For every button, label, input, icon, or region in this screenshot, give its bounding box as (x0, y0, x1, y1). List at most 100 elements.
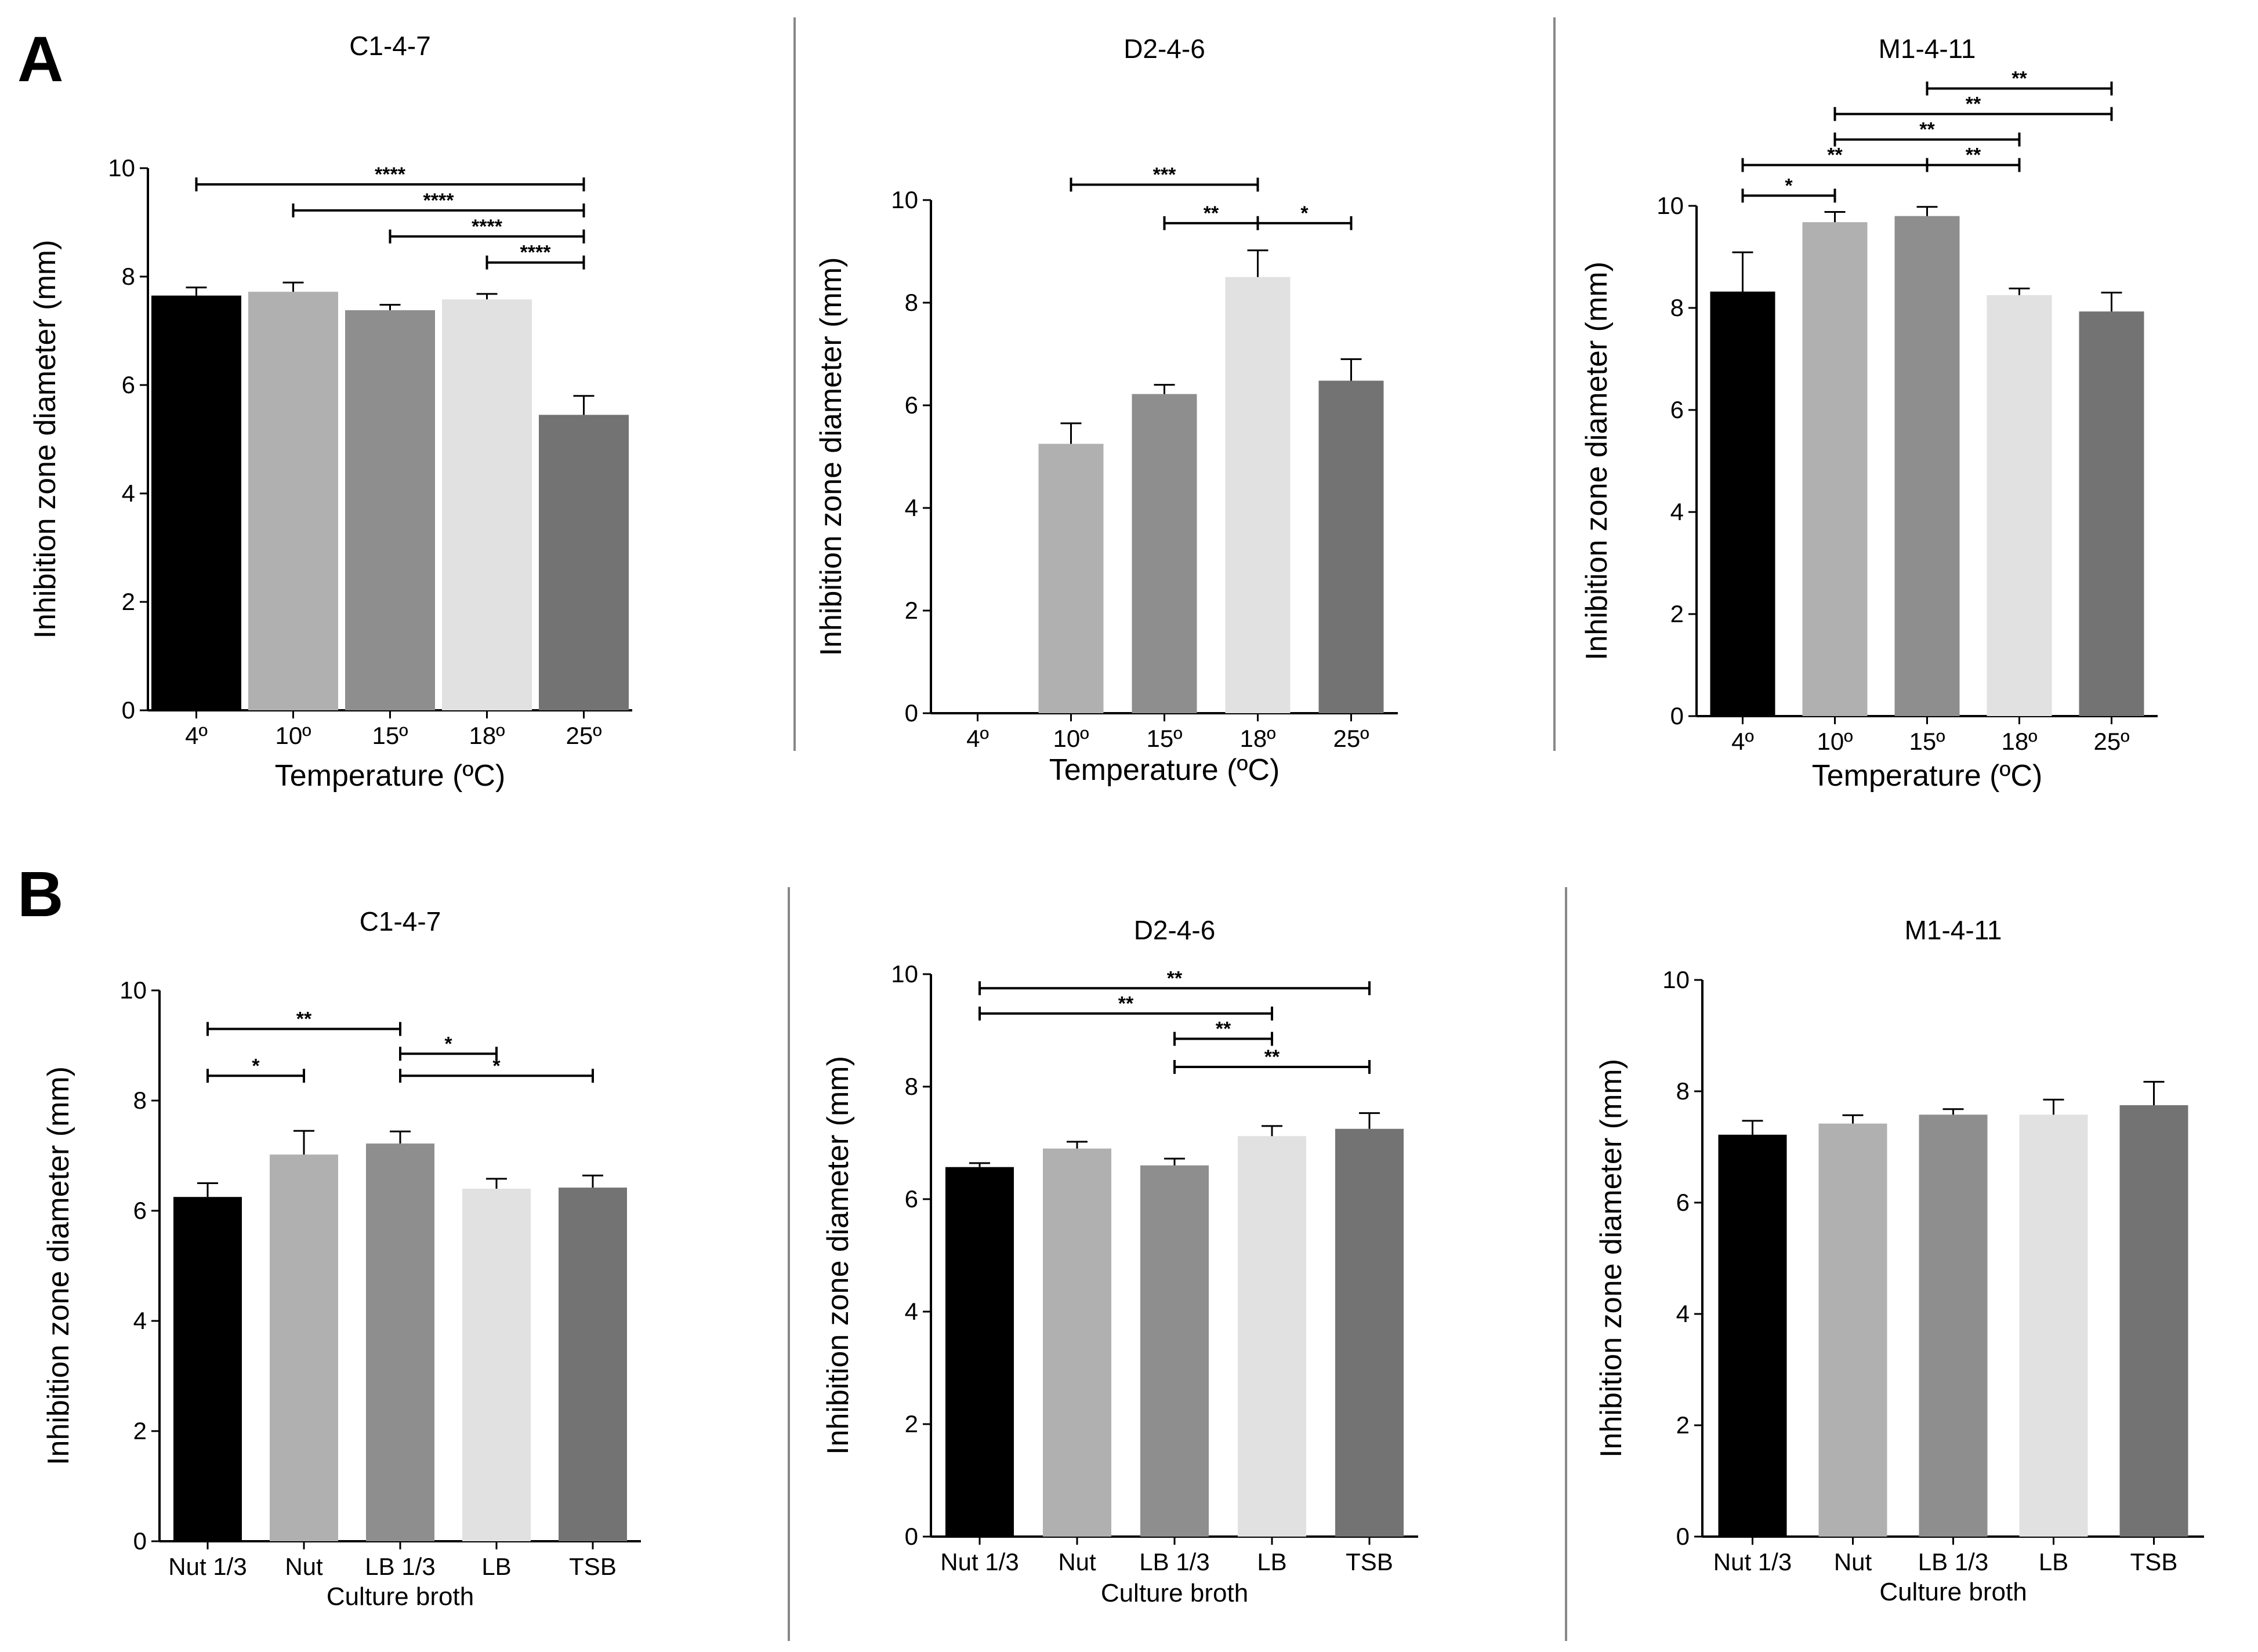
significance-label: * (492, 1055, 501, 1077)
y-tick-label: 10 (1662, 966, 1690, 993)
y-tick-label: 0 (1670, 702, 1684, 729)
significance-label: ** (1167, 967, 1183, 989)
x-tick-label: 10º (275, 722, 311, 749)
significance-label: * (1300, 202, 1309, 224)
bar (2079, 311, 2144, 716)
x-tick-label: 18º (2001, 728, 2037, 755)
x-tick-label: LB 1/3 (365, 1553, 435, 1580)
panel-letter-b: B (17, 859, 63, 930)
x-tick-label: 15º (1146, 725, 1182, 752)
chart-b-m1-4-11: M1-4-11 0 2 4 6 8 10 Nut 1/3 Nut LB 1/3 LB TSB Cultu… (1594, 915, 2204, 1606)
y-tick-label: 10 (119, 976, 147, 1004)
bar (1818, 1123, 1887, 1537)
x-tick-label: LB 1/3 (1139, 1548, 1209, 1575)
x-tick-label: 25º (2093, 728, 2129, 755)
y-tick-label: 0 (1676, 1523, 1690, 1550)
bar (151, 295, 241, 711)
chart-b-d2-4-6: D2-4-6 0 2 4 6 8 10 Nut 1/3 Nut LB 1/3 LB TSB Cultur… (821, 915, 1418, 1607)
x-tick-label: Nut (1834, 1548, 1872, 1575)
bar (1718, 1134, 1787, 1537)
x-tick-label: Nut 1/3 (1713, 1548, 1792, 1575)
y-tick-label: 6 (905, 391, 918, 419)
chart-title: D2-4-6 (1123, 34, 1205, 64)
y-tick-label: 2 (133, 1417, 147, 1444)
y-tick-label: 8 (122, 263, 135, 290)
bar (1132, 394, 1197, 713)
y-tick-label: 4 (1670, 498, 1684, 525)
y-tick-label: 4 (905, 494, 918, 521)
x-tick-label: 4º (185, 722, 208, 749)
x-tick-label: 10º (1053, 725, 1089, 752)
y-tick-label: 6 (1676, 1189, 1690, 1216)
x-tick-label: LB (481, 1553, 511, 1580)
y-tick-label: 2 (1670, 600, 1684, 627)
chart-title: C1-4-7 (360, 906, 441, 936)
significance-label: ** (1216, 1018, 1231, 1040)
x-axis-label: Culture broth (1879, 1578, 2027, 1606)
bar (2119, 1105, 2188, 1537)
bar (442, 299, 532, 710)
bar (270, 1154, 338, 1541)
significance-label: **** (423, 190, 455, 212)
y-tick-label: 8 (905, 1073, 918, 1100)
y-tick-label: 6 (122, 371, 135, 398)
bar (1140, 1165, 1209, 1537)
y-axis-label: Inhibition zone diameter (mm) (28, 240, 62, 639)
y-tick-label: 2 (905, 597, 918, 624)
chart-a-d2-4-6: D2-4-6 0 2 4 6 8 10 4º 10º 15º 18º 25º Temperature (… (814, 34, 1398, 787)
bar (173, 1197, 242, 1541)
y-tick-label: 0 (905, 699, 918, 727)
x-tick-label: 18º (1239, 725, 1275, 752)
bar (559, 1188, 627, 1541)
panel-letter-a: A (17, 24, 63, 95)
bar (1335, 1128, 1404, 1537)
y-tick-label: 6 (133, 1197, 147, 1224)
y-tick-label: 2 (122, 588, 135, 615)
x-tick-label: TSB (2130, 1548, 2178, 1575)
x-tick-label: 4º (966, 725, 989, 752)
x-tick-label: LB (2039, 1548, 2068, 1575)
y-tick-label: 0 (133, 1527, 147, 1555)
y-tick-label: 10 (108, 154, 135, 181)
significance-label: * (252, 1055, 260, 1077)
y-tick-label: 6 (1670, 396, 1684, 423)
x-tick-label: 4º (1731, 728, 1754, 755)
significance-label: *** (1153, 164, 1176, 186)
significance-label: * (1785, 175, 1793, 197)
bar (1802, 222, 1868, 716)
significance-label: * (444, 1033, 452, 1055)
y-tick-label: 6 (905, 1185, 918, 1212)
bar (248, 292, 338, 710)
y-tick-label: 8 (1676, 1077, 1690, 1105)
y-tick-label: 0 (905, 1523, 918, 1550)
x-tick-label: 25º (1333, 725, 1369, 752)
x-axis-label: Temperature (ºC) (1049, 753, 1280, 787)
bar (2019, 1114, 2088, 1537)
significance-label: ** (2011, 68, 2027, 90)
significance-label: ** (1118, 993, 1134, 1015)
chart-a-m1-4-11: M1-4-11 0 2 4 6 8 10 4º 10º 15º 18º 25º Temperature … (1580, 34, 2158, 793)
x-tick-label: TSB (1346, 1548, 1393, 1575)
y-tick-label: 8 (1670, 294, 1684, 321)
bar (1894, 216, 1960, 717)
x-tick-label: LB 1/3 (1918, 1548, 1988, 1575)
chart-a-c1-4-7: C1-4-7 0 2 4 6 8 10 4º 10º 15º 18º 25º Temperature (… (28, 31, 632, 793)
significance-label: ** (1204, 202, 1219, 224)
y-axis-label: Inhibition zone diameter (mm) (42, 1066, 75, 1465)
x-tick-label: 15º (372, 722, 408, 749)
x-tick-label: Nut (285, 1553, 323, 1580)
y-axis-label: Inhibition zone diameter (mm) (814, 257, 848, 656)
chart-title: C1-4-7 (349, 31, 431, 61)
x-axis-label: Temperature (ºC) (1812, 759, 2043, 793)
significance-label: ** (1966, 144, 1981, 166)
y-tick-label: 4 (1676, 1300, 1690, 1327)
y-tick-label: 10 (891, 960, 918, 987)
bar (1710, 291, 1775, 717)
bar (1987, 295, 2052, 716)
x-tick-label: 15º (1909, 728, 1945, 755)
chart-title: D2-4-6 (1134, 915, 1216, 945)
x-tick-label: 25º (566, 722, 601, 749)
significance-label: ** (296, 1008, 312, 1030)
x-tick-label: Nut 1/3 (940, 1548, 1019, 1575)
